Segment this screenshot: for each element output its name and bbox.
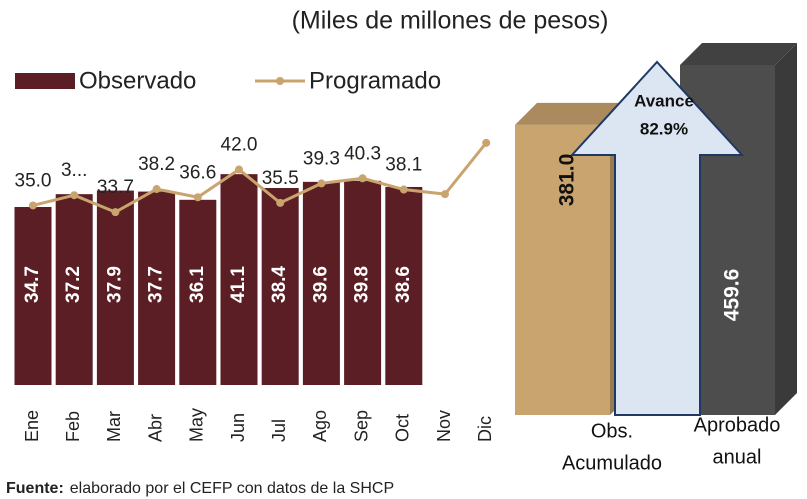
legend-label: Observado xyxy=(79,67,196,94)
line-value-label: 35.0 xyxy=(15,170,52,191)
bar xyxy=(96,190,134,385)
bar xyxy=(138,191,176,385)
x-tick-label: Sep xyxy=(351,410,371,442)
line-marker xyxy=(193,193,202,202)
annotation-text: 82.9% xyxy=(640,119,688,138)
line-marker xyxy=(235,165,243,174)
bar xyxy=(55,194,93,385)
x-tick-label: Acumulado xyxy=(562,452,662,474)
x-tick-label: Ago xyxy=(310,410,330,442)
bar xyxy=(220,174,258,385)
annotation-arrow xyxy=(569,60,745,416)
legend-marker xyxy=(276,77,284,85)
x-tick-label: Nov xyxy=(434,410,454,442)
bar-value-label: 39.6 xyxy=(310,266,331,303)
bar-value-label: 381.0 xyxy=(556,154,579,207)
line-value-label: 36.6 xyxy=(179,162,216,183)
line-marker xyxy=(441,190,449,199)
x-tick-label: Mar xyxy=(104,411,124,442)
x-tick-label: Feb xyxy=(63,411,83,442)
x-tick-label: Dic xyxy=(475,416,495,442)
line-marker xyxy=(399,185,408,194)
x-tick-label: Ene xyxy=(22,410,42,442)
source-text: elaborado por el CEFP con datos de la SH… xyxy=(70,480,394,497)
legend-label: Programado xyxy=(309,67,441,94)
legend-swatch xyxy=(15,73,75,89)
bar xyxy=(515,124,610,416)
bar xyxy=(261,188,299,385)
line-value-label: 38.1 xyxy=(385,155,422,176)
line-marker xyxy=(29,201,37,210)
line xyxy=(32,141,488,214)
line-marker xyxy=(276,198,285,207)
bar-top xyxy=(680,43,797,65)
line-marker xyxy=(70,191,79,200)
x-tick-label: Oct xyxy=(393,414,413,442)
bar-side xyxy=(775,43,797,415)
line-value-label: 38.2 xyxy=(138,154,175,175)
line-marker xyxy=(482,138,491,147)
x-tick-label: Obs. xyxy=(591,420,633,442)
bar-value-label: 38.4 xyxy=(269,266,290,303)
bar-value-label: 41.1 xyxy=(228,266,249,303)
chart-title: (Miles de millones de pesos) xyxy=(292,7,609,35)
line-value-label: 35.5 xyxy=(262,168,299,189)
bar-value-label: 39.8 xyxy=(352,266,373,303)
source-note: Fuente: elaborado por el CEFP con datos d… xyxy=(6,480,394,497)
bar-value-label: 37.2 xyxy=(63,266,84,303)
bar-value-label: 36.1 xyxy=(187,266,208,303)
line-marker xyxy=(358,174,367,183)
x-tick-label: anual xyxy=(713,446,762,468)
line-value-label: 3... xyxy=(61,160,87,181)
line-value-label: 40.3 xyxy=(344,143,381,164)
bar-value-label: 37.9 xyxy=(104,266,125,303)
line-marker xyxy=(152,185,161,194)
x-tick-label: Jun xyxy=(228,413,248,442)
x-tick-label: Aprobado xyxy=(694,414,781,436)
bar-value-label: 34.7 xyxy=(22,266,43,303)
line-marker xyxy=(111,208,120,217)
line-value-label: 39.3 xyxy=(303,148,340,169)
bar xyxy=(14,206,52,385)
bar-value-label: 459.6 xyxy=(721,269,744,322)
x-tick-label: Jul xyxy=(269,419,289,442)
source-label: Fuente: xyxy=(6,480,64,497)
x-tick-label: Abr xyxy=(145,414,165,442)
bar xyxy=(179,199,217,385)
annotation-title: Avance xyxy=(634,91,694,110)
line-marker xyxy=(317,179,326,188)
bar xyxy=(344,180,382,385)
bar-value-label: 38.6 xyxy=(393,266,414,303)
bar xyxy=(385,186,423,385)
x-tick-label: May xyxy=(187,408,207,442)
bar-value-label: 37.7 xyxy=(146,266,167,303)
line-value-label: 33.7 xyxy=(97,177,134,198)
bar xyxy=(302,181,340,385)
bar-top xyxy=(515,102,632,125)
line-value-label: 42.0 xyxy=(221,135,258,156)
